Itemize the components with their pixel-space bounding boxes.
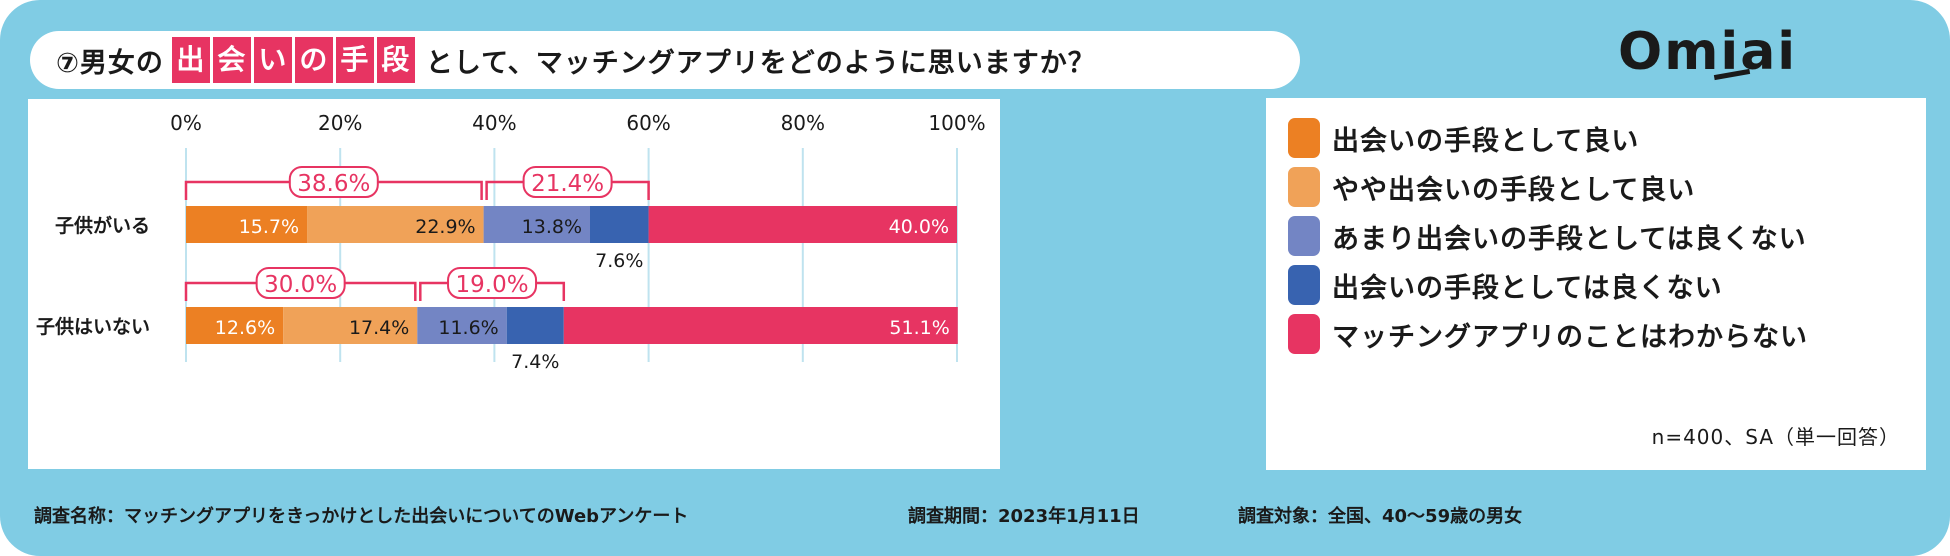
data-label: 12.6% [215,317,275,339]
legend-swatch [1288,314,1320,354]
survey-target: 調査対象：全国、40～59歳の男女 [1238,506,1523,527]
x-tick-label: 60% [626,111,670,135]
legend-label: マッチングアプリのことはわからない [1332,321,1808,353]
bar-segment [417,307,507,344]
bar-segment [483,206,591,243]
bracket-total-label: 38.6% [297,171,370,197]
title-highlight-char: の [294,37,333,83]
legend-item: 出会いの手段として良い [1288,118,1639,158]
legend-label: あまり出会いの手段としては良くない [1332,223,1807,255]
survey-name: 調査名称：マッチングアプリをきっかけとした出会いについてのWebアンケート [34,506,689,527]
question-title: ⑦男女の 出 会 い の 手 段 として、マッチングアプリをどのように思いますか… [30,31,1300,89]
bracket-total-label: 30.0% [264,272,337,298]
bar-segment [186,206,308,243]
omiai-logo: Omiai [1618,22,1798,82]
bar-segment [506,307,564,344]
legend-swatch [1288,216,1320,256]
title-highlight-char: 手 [335,37,374,83]
data-label: 40.0% [889,216,949,238]
data-label: 13.8% [522,216,582,238]
bar-segment [283,307,418,344]
legend-label: 出会いの手段としては良くない [1332,272,1723,304]
title-highlight-char: 段 [376,37,415,83]
data-label: 15.7% [239,216,299,238]
survey-period: 調査期間：2023年1月11日 [908,506,1140,527]
legend-swatch [1288,118,1320,158]
legend-panel: 出会いの手段として良いやや出会いの手段として良いあまり出会いの手段としては良くな… [1266,98,1926,470]
legend-label: やや出会いの手段として良い [1332,174,1696,206]
legend-swatch [1288,265,1320,305]
x-tick-label: 100% [928,111,985,135]
legend-swatch [1288,167,1320,207]
legend-item: 出会いの手段としては良くない [1288,265,1723,305]
title-highlight-char: 会 [212,37,251,83]
bracket-total-label: 21.4% [531,171,604,197]
title-prefix: ⑦男女の [56,47,164,79]
x-tick-label: 0% [170,111,202,135]
x-tick-label: 80% [781,111,825,135]
bracket-total-badge [288,166,379,198]
bracket-total-badge [447,267,538,299]
data-label: 22.9% [415,216,475,238]
bar-segment [563,307,958,344]
legend-label: 出会いの手段として良い [1332,125,1640,157]
data-label: 7.6% [595,250,643,272]
bar-segment [590,206,649,243]
legend-item: あまり出会いの手段としては良くない [1288,216,1807,256]
title-suffix: として、マッチングアプリをどのように思いますか？ [425,47,1096,79]
title-highlight-char: い [253,37,292,83]
category-label: 子供はいない [36,315,150,338]
title-highlight-char: 出 [171,37,210,83]
data-label: 7.4% [511,351,559,373]
stacked-bar-chart: 0% 20% 40% 60% 80% 100% 子供がいる 15.7% 22.9% 13.8% 7.… [36,111,986,373]
bar-segment [186,307,284,344]
bracket-total-badge [522,166,613,198]
bar-segment [307,206,484,243]
sample-note: n=400、SA（単一回答） [1651,425,1900,449]
bar-segment [648,206,957,243]
bracket-total-badge [255,267,346,299]
bracket-total-label: 19.0% [456,272,529,298]
data-label: 11.6% [438,317,498,339]
legend-item: やや出会いの手段として良い [1288,167,1695,207]
x-tick-label: 20% [318,111,362,135]
category-label: 子供がいる [55,214,150,237]
data-label: 17.4% [349,317,409,339]
data-label: 51.1% [889,317,949,339]
x-tick-label: 40% [472,111,516,135]
legend-item: マッチングアプリのことはわからない [1288,314,1808,354]
